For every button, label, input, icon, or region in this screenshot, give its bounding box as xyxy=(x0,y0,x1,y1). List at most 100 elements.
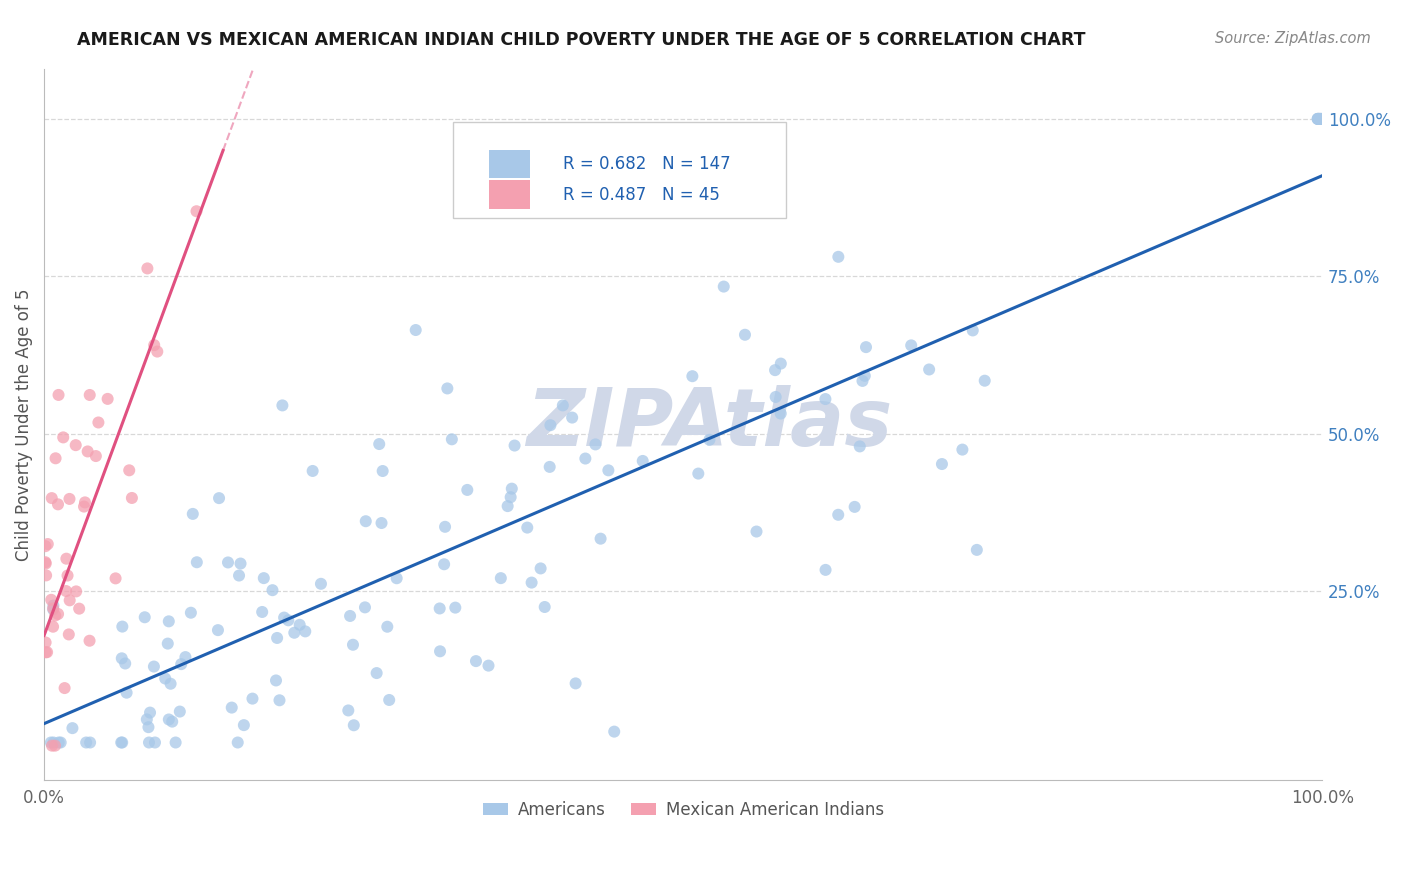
Point xyxy=(157,713,180,727)
Point xyxy=(115,686,138,700)
Point xyxy=(1310,112,1333,126)
Point xyxy=(962,323,984,337)
Point xyxy=(688,467,710,481)
Legend: Americans, Mexican American Indians: Americans, Mexican American Indians xyxy=(477,794,890,825)
Point xyxy=(221,700,243,714)
Point xyxy=(1309,112,1331,126)
Point xyxy=(45,451,67,466)
Text: R = 0.682   N = 147: R = 0.682 N = 147 xyxy=(564,155,731,173)
Point xyxy=(139,706,162,720)
Point xyxy=(79,388,101,402)
Point xyxy=(561,410,583,425)
Point xyxy=(39,592,62,607)
Point xyxy=(371,464,394,478)
Point xyxy=(538,459,561,474)
Point xyxy=(631,454,654,468)
Text: Source: ZipAtlas.com: Source: ZipAtlas.com xyxy=(1215,31,1371,46)
Point xyxy=(138,720,160,734)
Point xyxy=(118,463,141,477)
Point xyxy=(1306,112,1329,126)
Point xyxy=(229,557,252,571)
Point xyxy=(429,601,451,615)
Point xyxy=(745,524,768,539)
Point xyxy=(520,575,543,590)
Point xyxy=(1308,112,1330,126)
Point xyxy=(900,338,922,352)
Point xyxy=(37,537,59,551)
Point xyxy=(1316,112,1339,126)
Point xyxy=(849,439,872,453)
Point xyxy=(121,491,143,505)
Point xyxy=(1315,112,1337,126)
Point xyxy=(169,705,191,719)
Point xyxy=(242,691,264,706)
Point xyxy=(1316,112,1339,126)
Point xyxy=(853,368,876,383)
Point xyxy=(170,657,193,672)
Point xyxy=(134,610,156,624)
Point xyxy=(59,593,82,607)
Point xyxy=(465,654,488,668)
Point xyxy=(73,495,96,509)
Text: AMERICAN VS MEXICAN AMERICAN INDIAN CHILD POVERTY UNDER THE AGE OF 5 CORRELATION: AMERICAN VS MEXICAN AMERICAN INDIAN CHIL… xyxy=(77,31,1085,49)
Point xyxy=(1317,112,1340,126)
Point xyxy=(266,631,288,645)
Point xyxy=(42,601,65,615)
Point xyxy=(48,388,70,402)
Point xyxy=(950,442,973,457)
Point xyxy=(309,576,332,591)
Point xyxy=(48,735,70,749)
Point xyxy=(918,362,941,376)
Point xyxy=(1310,112,1333,126)
Point xyxy=(111,651,134,665)
Point xyxy=(366,666,388,681)
Point xyxy=(143,735,166,749)
Point xyxy=(763,363,786,377)
Point xyxy=(827,250,849,264)
Point xyxy=(42,620,65,634)
Point xyxy=(42,735,65,749)
Point xyxy=(217,556,239,570)
Point xyxy=(973,374,995,388)
Point xyxy=(62,721,84,735)
Point xyxy=(228,568,250,582)
Point xyxy=(262,583,284,598)
Point xyxy=(598,463,620,477)
Point xyxy=(301,464,323,478)
Point xyxy=(34,555,56,569)
Point xyxy=(44,608,66,623)
Point xyxy=(79,735,101,749)
Point xyxy=(354,600,377,615)
Point xyxy=(337,703,360,717)
Point xyxy=(814,563,837,577)
Point xyxy=(516,520,538,534)
Point xyxy=(1306,112,1329,126)
Point xyxy=(1309,112,1331,126)
Point xyxy=(434,520,457,534)
Point xyxy=(208,491,231,505)
Point xyxy=(58,491,80,506)
Point xyxy=(44,739,66,753)
Point xyxy=(41,739,63,753)
FancyBboxPatch shape xyxy=(453,122,786,218)
Point xyxy=(699,433,721,447)
Point xyxy=(827,508,849,522)
Point xyxy=(104,571,127,585)
Point xyxy=(56,568,79,582)
Point xyxy=(76,444,98,458)
Point xyxy=(65,438,87,452)
Point xyxy=(269,693,291,707)
Point xyxy=(436,381,458,395)
Point xyxy=(433,558,456,572)
Point xyxy=(111,735,134,749)
Y-axis label: Child Poverty Under the Age of 5: Child Poverty Under the Age of 5 xyxy=(15,288,32,561)
FancyBboxPatch shape xyxy=(489,180,530,209)
Point xyxy=(551,398,574,412)
Point xyxy=(533,599,555,614)
Point xyxy=(250,605,273,619)
Point xyxy=(375,620,398,634)
Point xyxy=(39,735,62,749)
Point xyxy=(370,516,392,530)
Point xyxy=(155,672,177,686)
Point xyxy=(34,635,56,649)
